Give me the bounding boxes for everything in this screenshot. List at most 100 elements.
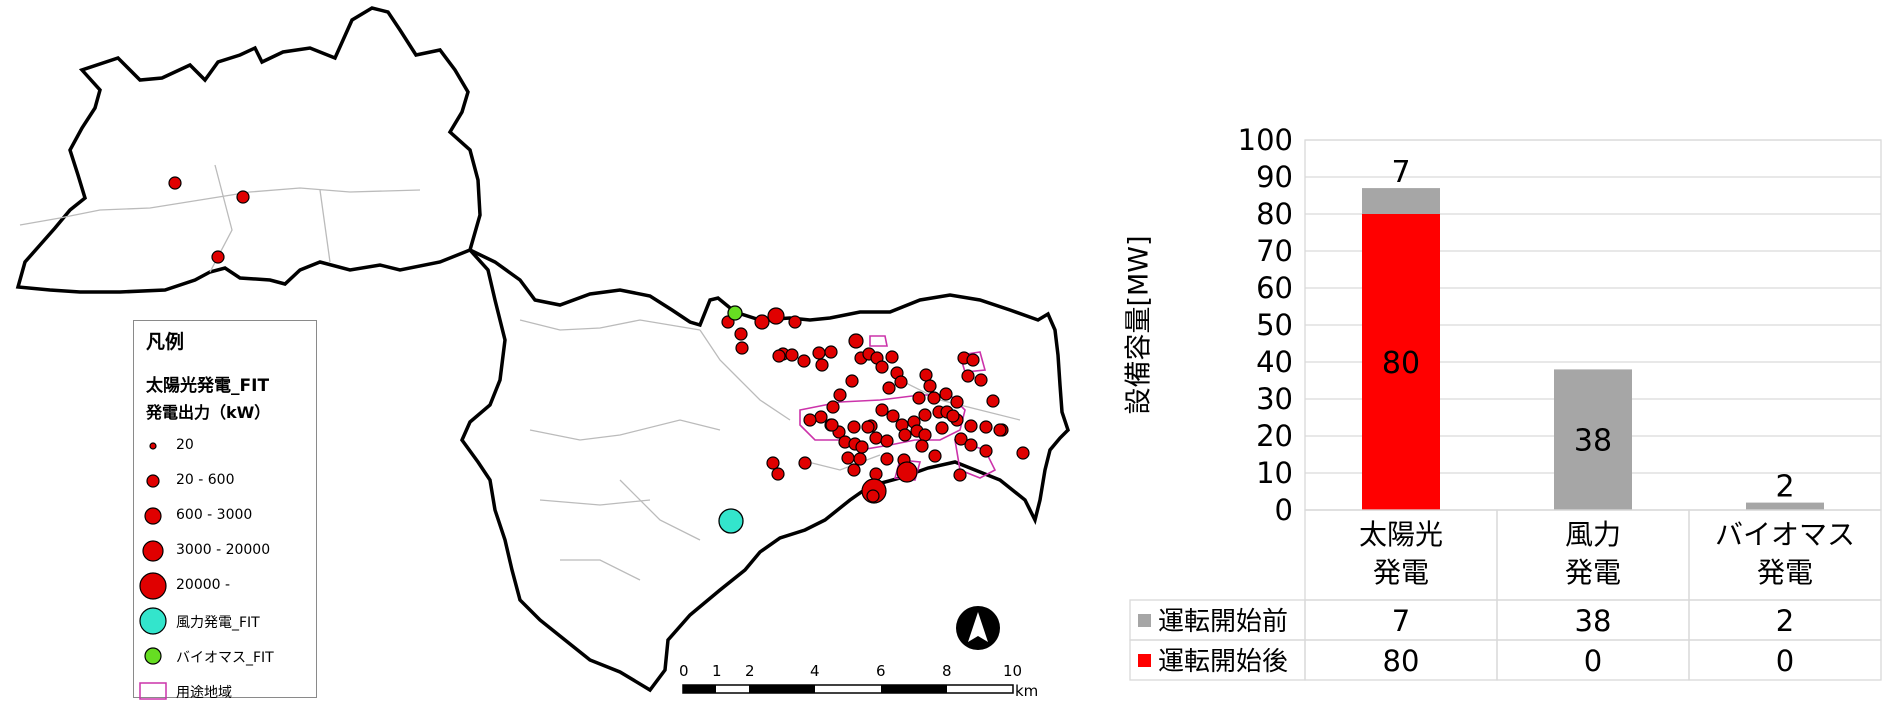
region-boundary-lower <box>459 248 1071 693</box>
solar-plant-marker <box>855 440 869 454</box>
scale-tick-8: 8 <box>942 662 952 680</box>
scale-tick-10: 10 <box>1003 662 1023 680</box>
solar-plant-marker <box>875 403 889 417</box>
solar-plant-marker <box>853 452 867 466</box>
scale-tick-6: 6 <box>876 662 886 680</box>
legend-key <box>1138 654 1151 667</box>
map-legend: 凡例 太陽光発電_FIT 発電出力（kW） 20 20 - 600 600 - 30… <box>133 320 318 701</box>
solar-plant-marker <box>785 348 799 362</box>
solar-plant-marker <box>772 349 786 363</box>
solar-plant-marker <box>979 444 993 458</box>
x-tick-label: 太陽光 <box>1359 518 1443 551</box>
solar-plant-marker <box>869 431 883 445</box>
solar-plant-marker <box>866 489 880 503</box>
solar-plant-marker <box>847 420 861 434</box>
data-label: 7 <box>1391 155 1410 190</box>
capacity-chart: 0102030405060708090100807382太陽光発電風力発電バイオ… <box>1129 123 1882 681</box>
solar-plant-marker <box>833 388 847 402</box>
solar-plant-marker <box>927 391 941 405</box>
solar-plant-marker <box>814 410 828 424</box>
legend-size-title: 発電出力（kW） <box>146 403 271 422</box>
legend-symbol <box>144 647 162 665</box>
legend-label: 20 <box>176 437 194 453</box>
solar-plant-marker <box>735 341 749 355</box>
legend-label: 風力発電_FIT <box>176 615 260 631</box>
solar-plant-marker <box>935 421 949 435</box>
solar-plant-marker <box>845 374 859 388</box>
solar-plant-marker <box>798 456 812 470</box>
legend-item: 3000 - 20000 <box>134 536 318 566</box>
legend-label: 20000 - <box>176 577 231 593</box>
solar-plant-marker <box>236 190 250 204</box>
series-name: 運転開始後 <box>1158 647 1288 677</box>
legend-label: 3000 - 20000 <box>176 542 271 558</box>
solar-plant-marker <box>919 368 933 382</box>
y-tick-label: 30 <box>1256 382 1293 416</box>
solar-plant-marker <box>797 354 811 368</box>
solar-plant-marker <box>767 307 785 325</box>
x-tick-label: 発電 <box>1565 556 1621 589</box>
solar-plant-marker <box>825 418 839 432</box>
x-tick-label: バイオマス <box>1715 518 1855 551</box>
solar-plant-marker <box>896 461 918 483</box>
scale-bar <box>682 684 1014 694</box>
x-tick-label: 発電 <box>1373 556 1429 589</box>
table-value: 80 <box>1383 644 1420 678</box>
solar-plant-marker <box>979 420 993 434</box>
solar-plant-marker <box>961 369 975 383</box>
y-tick-label: 90 <box>1256 160 1293 194</box>
solar-plant-marker <box>918 428 932 442</box>
legend-key <box>1138 614 1151 627</box>
scale-tick-2: 2 <box>745 662 755 680</box>
solar-plant-marker <box>815 358 829 372</box>
solar-plant-marker <box>766 456 780 470</box>
solar-plant-marker <box>812 346 826 360</box>
solar-plant-marker <box>848 333 864 349</box>
table-value: 7 <box>1392 604 1410 638</box>
y-tick-label: 100 <box>1238 123 1293 157</box>
bar-segment <box>1746 502 1824 510</box>
legend-symbol <box>142 540 164 562</box>
solar-plant-marker <box>875 360 889 374</box>
solar-plant-marker <box>928 449 942 463</box>
series-name: 運転開始前 <box>1158 607 1288 637</box>
solar-plant-marker <box>886 409 900 423</box>
legend-label: バイオマス_FIT <box>176 650 274 666</box>
solar-plant-marker <box>964 419 978 433</box>
scale-tick-1: 1 <box>712 662 722 680</box>
legend-label: 20 - 600 <box>176 472 235 488</box>
data-label: 80 <box>1382 346 1420 381</box>
solar-plant-marker <box>880 434 894 448</box>
solar-plant-marker <box>954 432 968 446</box>
solar-plant-marker <box>1016 446 1030 460</box>
solar-plant-marker <box>898 428 912 442</box>
y-tick-label: 40 <box>1256 345 1293 379</box>
solar-plant-marker <box>826 400 840 414</box>
solar-plant-marker <box>946 409 960 423</box>
legend-item: 20 - 600 <box>134 466 318 496</box>
solar-plant-marker <box>771 467 785 481</box>
x-tick-label: 風力 <box>1565 518 1621 551</box>
y-tick-label: 70 <box>1256 234 1293 268</box>
solar-plant-marker <box>885 350 899 364</box>
solar-plant-marker <box>894 375 908 389</box>
y-tick-label: 80 <box>1256 197 1293 231</box>
solar-plant-marker <box>974 373 988 387</box>
y-tick-label: 60 <box>1256 271 1293 305</box>
wind-plant-marker <box>718 508 744 534</box>
bar-segment <box>1554 369 1632 510</box>
legend-symbol <box>146 474 160 488</box>
region-boundary-upper <box>15 6 482 294</box>
y-tick-label: 50 <box>1256 308 1293 342</box>
solar-plant-marker <box>912 391 926 405</box>
biomass-plant-marker <box>727 305 743 321</box>
legend-symbol <box>149 442 157 450</box>
solar-plant-marker <box>923 379 937 393</box>
solar-plant-markers <box>168 176 1030 504</box>
scale-tick-4: 4 <box>810 662 820 680</box>
legend-item: 20000 - <box>134 571 318 601</box>
data-label: 38 <box>1574 424 1612 459</box>
solar-plant-marker <box>993 423 1007 437</box>
solar-plant-marker <box>734 327 748 341</box>
table-value: 0 <box>1776 644 1794 678</box>
